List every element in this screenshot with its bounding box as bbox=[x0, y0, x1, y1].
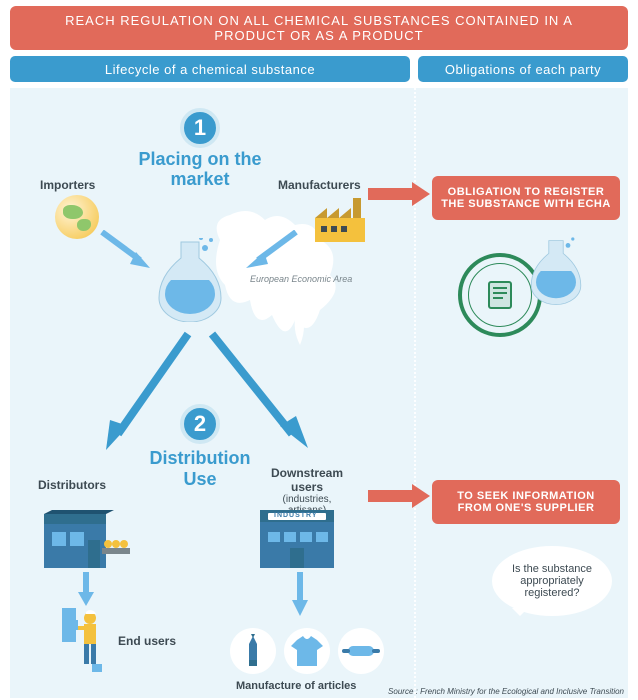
factory-icon bbox=[315, 198, 365, 242]
painter-icon bbox=[62, 608, 106, 672]
obligation-2-box: TO SEEK INFORMATION FROM ONE'S SUPPLIER bbox=[432, 480, 620, 524]
flask-small-icon bbox=[528, 236, 584, 306]
arrow-to-obligation-1 bbox=[368, 182, 430, 206]
infographic-canvas: REACH REGULATION ON ALL CHEMICAL SUBSTAN… bbox=[0, 0, 638, 700]
column-divider bbox=[414, 88, 416, 698]
article-rollingpin-icon bbox=[338, 628, 384, 674]
industry-sign-text: INDUSTRY bbox=[274, 512, 318, 519]
arrow-importers-to-flask bbox=[100, 230, 150, 270]
endusers-label: End users bbox=[118, 634, 176, 648]
arrow-to-endusers bbox=[74, 570, 98, 606]
step-1-badge: 1 bbox=[180, 108, 220, 148]
column-header-lifecycle: Lifecycle of a chemical substance bbox=[10, 56, 410, 82]
header-banner: REACH REGULATION ON ALL CHEMICAL SUBSTAN… bbox=[10, 6, 628, 50]
articles-label: Manufacture of articles bbox=[236, 680, 356, 692]
importers-label: Importers bbox=[40, 178, 95, 192]
arrow-to-obligation-2 bbox=[368, 484, 430, 508]
article-tshirt-icon bbox=[284, 628, 330, 674]
speech-bubble: Is the substance appropriately registere… bbox=[492, 546, 612, 616]
downstream-label: Downstream users (industries, artisans) bbox=[262, 466, 352, 516]
source-text: Source : French Ministry for the Ecologi… bbox=[388, 687, 624, 696]
article-pen-icon bbox=[230, 628, 276, 674]
map-label: European Economic Area bbox=[250, 275, 352, 285]
step-2-title: Distribution Use bbox=[135, 448, 265, 489]
arrow-factory-to-flask bbox=[238, 230, 298, 270]
arrow-to-articles bbox=[288, 570, 312, 616]
distributor-building-icon bbox=[44, 510, 130, 568]
flask-icon bbox=[155, 238, 225, 322]
distributors-label: Distributors bbox=[38, 478, 106, 492]
obligation-1-box: OBLIGATION TO REGISTER THE SUBSTANCE WIT… bbox=[432, 176, 620, 220]
step-2-badge: 2 bbox=[180, 404, 220, 444]
manufacturers-label: Manufacturers bbox=[278, 178, 361, 192]
column-header-obligations: Obligations of each party bbox=[418, 56, 628, 82]
step-1-title: Placing on the market bbox=[135, 150, 265, 190]
globe-icon bbox=[55, 195, 99, 239]
